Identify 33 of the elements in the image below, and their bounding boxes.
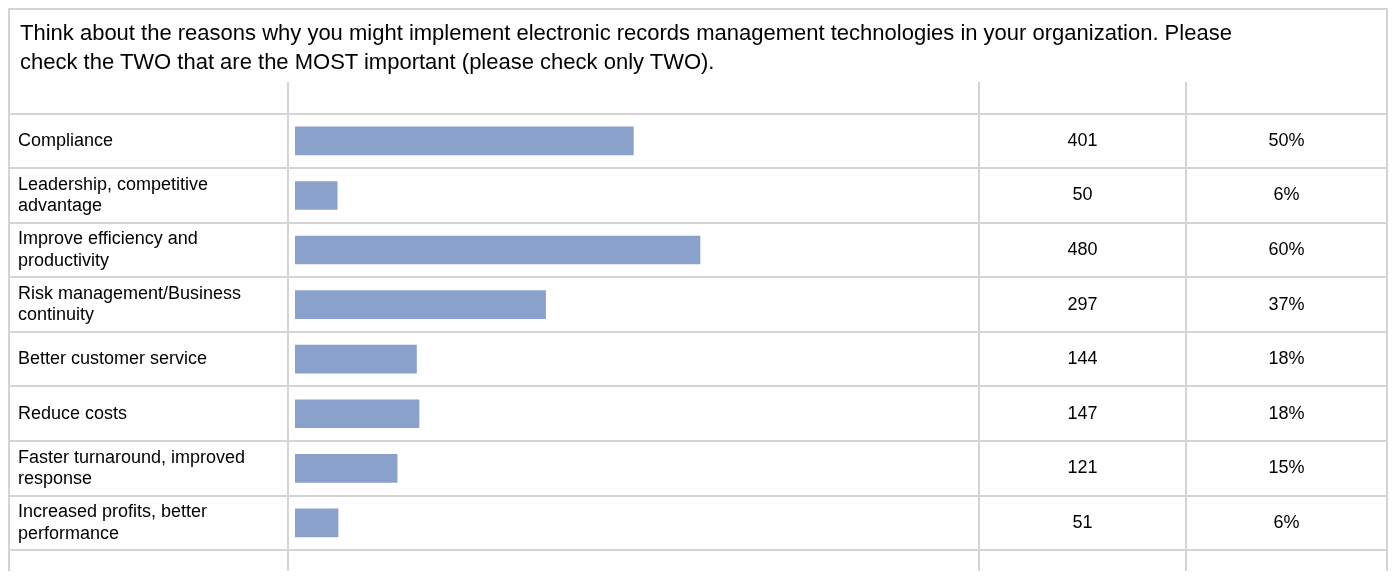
y-tick-label: Leadership, competitive advantage [18,173,209,216]
text: 15% [1268,457,1305,478]
data-label: 121 [1067,457,1098,478]
data-label: 147 [1067,402,1098,423]
bar [295,508,339,538]
bar [295,454,398,483]
bar [295,344,417,374]
y-tick-label: Faster turnaround, improved response [18,446,246,489]
text: 18% [1268,402,1305,423]
text: 6% [1273,184,1300,205]
text: 6% [1273,511,1300,532]
data-label: 401 [1067,129,1098,150]
text: 50% [1268,129,1305,150]
data-label: 480 [1067,239,1098,260]
y-tick-label: Better customer service [18,348,208,369]
text: 37% [1268,293,1305,314]
y-tick-label: Compliance [18,129,114,150]
bar [295,290,546,319]
data-label: 51 [1072,511,1093,532]
y-tick-label: Risk management/Business continuity [18,282,242,325]
text: 18% [1268,348,1305,369]
y-tick-label: Reduce costs [18,402,128,423]
data-label: 297 [1067,293,1098,314]
bar [295,399,420,429]
y-tick-label: Increased profits, better performance [18,501,208,543]
data-label: 50 [1072,184,1093,205]
y-tick-label: Improve efficiency and productivity [18,228,198,270]
text: 60% [1268,239,1305,260]
bar [295,181,338,210]
chart-title: Think about the reasons why you might implement electronic records management technologies in your organization. Please check the TWO that are the MOST important (please check only TWO). [8,8,1388,82]
bar [295,126,634,156]
bar [295,235,701,265]
data-label: 144 [1067,348,1098,369]
